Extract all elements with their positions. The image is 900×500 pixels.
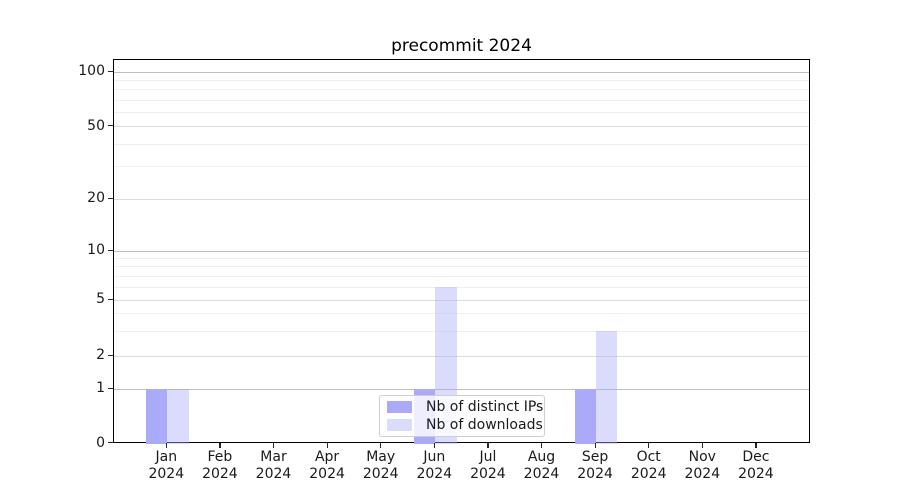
y-tick-1 — [108, 387, 113, 390]
x-tick-label-dec: Dec 2024 — [724, 449, 788, 483]
gridline-y-1 — [114, 388, 809, 390]
x-tick-sep — [594, 443, 596, 448]
gridline-y-8 — [114, 266, 809, 268]
x-tick-label-apr: Apr 2024 — [295, 449, 359, 483]
y-tick-5 — [108, 298, 113, 301]
x-tick-year: 2024 — [684, 466, 721, 482]
x-tick-nov — [701, 443, 703, 448]
y-tick-label-50: 50 — [87, 117, 105, 134]
x-tick-month: Jun — [423, 449, 446, 465]
x-tick-month: Jul — [479, 449, 497, 465]
x-tick-oct — [648, 443, 650, 448]
gridline-y-30 — [114, 166, 809, 168]
x-tick-month: Feb — [207, 449, 233, 465]
x-tick-year: 2024 — [523, 466, 560, 482]
x-tick-month: Nov — [688, 449, 716, 465]
x-tick-month: Aug — [527, 449, 556, 465]
y-tick-label-20: 20 — [87, 190, 105, 206]
y-tick-label-1: 1 — [96, 380, 105, 397]
gridline-y-4 — [114, 313, 809, 315]
x-tick-dec — [755, 443, 757, 448]
gridline-y-5 — [114, 299, 809, 301]
x-tick-year: 2024 — [416, 466, 453, 482]
bar-downloads-sep — [596, 331, 618, 444]
gridline-y-6 — [114, 286, 809, 288]
y-tick-0 — [108, 442, 113, 444]
x-tick-mar — [272, 443, 275, 448]
legend-swatch-downloads — [387, 418, 412, 431]
x-tick-month: Mar — [260, 449, 287, 465]
gridline-y-3 — [114, 330, 809, 332]
x-tick-month: May — [366, 449, 396, 465]
legend: Nb of distinct IPs Nb of downloads — [379, 395, 545, 437]
x-tick-label-aug: Aug 2024 — [510, 449, 574, 483]
x-tick-label-jan: Jan 2024 — [134, 449, 198, 483]
legend-item-downloads: Nb of downloads — [387, 417, 543, 433]
x-tick-label-feb: Feb 2024 — [188, 449, 252, 483]
x-tick-jan — [165, 443, 167, 448]
y-tick-20 — [108, 197, 113, 199]
gridline-y-40 — [114, 143, 809, 145]
x-tick-apr — [326, 443, 328, 448]
y-tick-label-100: 100 — [78, 63, 105, 79]
x-tick-label-sep: Sep 2024 — [563, 449, 627, 483]
y-tick-10 — [108, 249, 113, 251]
x-tick-month: Oct — [636, 449, 661, 465]
y-tick-label-5: 5 — [96, 291, 105, 308]
gridline-y-70 — [114, 99, 809, 101]
gridline-y-9 — [114, 257, 809, 259]
x-tick-month: Dec — [742, 449, 770, 465]
bar-distinct-ips-jan — [145, 389, 168, 444]
y-tick-label-0: 0 — [96, 434, 105, 451]
x-tick-label-may: May 2024 — [349, 449, 413, 483]
x-tick-label-oct: Oct 2024 — [617, 449, 681, 483]
y-tick-label-10: 10 — [87, 242, 105, 258]
x-tick-year: 2024 — [309, 466, 345, 482]
x-tick-year: 2024 — [630, 466, 667, 482]
y-tick-50 — [108, 125, 113, 127]
x-tick-month: Sep — [581, 449, 609, 465]
x-tick-jun — [433, 443, 435, 448]
x-tick-year: 2024 — [577, 466, 613, 482]
x-tick-year: 2024 — [148, 466, 185, 482]
gridline-y-20 — [114, 198, 809, 200]
x-tick-feb — [219, 443, 221, 448]
x-tick-month: Jan — [155, 449, 178, 465]
x-tick-year: 2024 — [255, 466, 292, 482]
x-tick-year: 2024 — [738, 466, 774, 482]
y-tick-100 — [108, 70, 113, 72]
x-tick-year: 2024 — [202, 466, 238, 482]
gridline-y-60 — [114, 111, 809, 113]
x-tick-year: 2024 — [470, 466, 506, 482]
gridline-y-80 — [114, 89, 809, 91]
chart-title: precommit 2024 — [391, 36, 532, 56]
x-tick-label-jun: Jun 2024 — [402, 449, 466, 483]
x-tick-aug — [540, 443, 543, 448]
x-tick-month: Apr — [314, 449, 340, 465]
bar-distinct-ips-sep — [574, 389, 597, 444]
x-tick-jul — [487, 443, 489, 448]
x-tick-label-jul: Jul 2024 — [456, 449, 520, 483]
y-tick-2 — [108, 354, 113, 356]
legend-swatch-distinct-ips — [387, 401, 412, 414]
x-tick-may — [380, 443, 382, 448]
gridline-y-2 — [114, 355, 809, 357]
gridline-y-7 — [114, 275, 809, 277]
x-tick-year: 2024 — [362, 466, 399, 482]
y-tick-label-2: 2 — [96, 347, 105, 363]
legend-item-distinct-ips: Nb of distinct IPs — [387, 399, 543, 415]
gridline-y-90 — [114, 79, 809, 81]
legend-label-distinct-ips: Nb of distinct IPs — [426, 399, 544, 416]
gridline-y-10 — [114, 250, 809, 252]
bar-downloads-jan — [167, 389, 189, 444]
plot-area — [113, 59, 810, 444]
x-tick-label-mar: Mar 2024 — [242, 449, 306, 483]
gridline-y-50 — [114, 126, 809, 127]
x-tick-label-nov: Nov 2024 — [670, 449, 734, 483]
legend-label-downloads: Nb of downloads — [426, 416, 543, 433]
gridline-y-100 — [114, 71, 809, 73]
